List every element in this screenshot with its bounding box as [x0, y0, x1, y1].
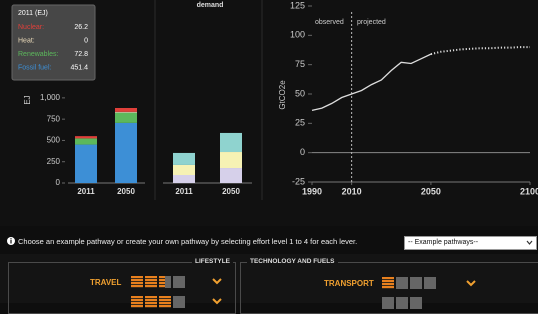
- tooltip-title: 2011 (EJ): [18, 10, 48, 17]
- y-tick-label: 50: [295, 88, 305, 98]
- tooltip-value: 72.8: [74, 51, 88, 58]
- bar-segment: [220, 152, 242, 169]
- annotation: projected: [357, 19, 386, 26]
- x-tick-label: 2010: [342, 186, 362, 196]
- tooltip: 2011 (EJ) Nuclear: 26.2 Heat: 0 Renewables: 7…: [11, 4, 96, 81]
- group-title: TECHNOLOGY AND FUELS: [247, 258, 338, 265]
- y-tick-label: 75: [295, 59, 305, 69]
- emission-line: [430, 46, 530, 56]
- level-button[interactable]: [410, 297, 422, 309]
- chart-title: demand: [197, 2, 224, 9]
- bar-segment: [115, 108, 137, 112]
- bar-segment: [220, 168, 242, 183]
- y-tick-label: 125: [290, 0, 305, 10]
- y-tick-label: 1,000: [40, 93, 61, 102]
- bar-segment: [75, 138, 97, 145]
- select-text: -- Example pathways--: [408, 239, 479, 246]
- level-button[interactable]: [382, 297, 394, 309]
- bar-segment: [173, 174, 195, 183]
- level-button[interactable]: [145, 296, 157, 308]
- bar-segment: [115, 111, 137, 113]
- lever-group: LIFESTYLE: [8, 258, 236, 314]
- level-button[interactable]: [173, 296, 185, 308]
- level-button[interactable]: [145, 276, 157, 288]
- level-button[interactable]: [424, 277, 436, 289]
- tooltip-label: Renewables:: [18, 51, 59, 58]
- select-arrow: [526, 240, 533, 245]
- y-tick-label: 0: [56, 178, 61, 187]
- level-button[interactable]: [382, 277, 394, 289]
- emission-line: [311, 53, 432, 112]
- expand-chevron[interactable]: [212, 277, 222, 285]
- level-button[interactable]: [131, 296, 143, 308]
- tooltip-value: 0: [84, 37, 88, 44]
- tooltip-label: Nuclear:: [18, 24, 44, 31]
- y-tick-label: 25: [295, 118, 305, 128]
- y-tick-label: 750: [47, 114, 61, 123]
- expand-chevron[interactable]: [212, 297, 222, 305]
- level-button[interactable]: [173, 276, 185, 288]
- level-button[interactable]: [159, 276, 171, 288]
- group-title: LIFESTYLE: [191, 258, 233, 265]
- expand-chevron[interactable]: [466, 279, 476, 287]
- bar-segment: [75, 144, 97, 183]
- charts: EJ demand GtCO2e observed projected 2011…: [11, 0, 538, 200]
- x-tick-label: 2050: [117, 187, 135, 196]
- level-button[interactable]: [396, 277, 408, 289]
- y-tick-label: 500: [47, 136, 61, 145]
- y-axis-unit: EJ: [23, 95, 32, 104]
- lever-name: TRANSPORT: [324, 279, 374, 288]
- annotation: observed: [315, 19, 344, 26]
- page: EJ demand GtCO2e observed projected 2011…: [7, 0, 538, 314]
- tooltip-box: [11, 4, 96, 81]
- y-tick-label: 250: [47, 157, 61, 166]
- level-button[interactable]: [159, 296, 171, 308]
- bar-segment: [173, 152, 195, 165]
- tooltip-label: Heat:: [18, 37, 35, 44]
- y-tick-label: 0: [300, 147, 305, 157]
- bar-segment: [115, 112, 137, 123]
- tooltip-value: 26.2: [74, 24, 88, 31]
- x-tick-label: 2100: [520, 186, 538, 196]
- tooltip-label: Fossil fuel:: [18, 64, 52, 71]
- pathway-select[interactable]: -- Example pathways--: [404, 236, 537, 250]
- y-axis-label: GtCO2e: [278, 80, 287, 110]
- x-tick-label: 2011: [77, 187, 95, 196]
- tooltip-value: 451.4: [70, 64, 88, 71]
- level-button[interactable]: [410, 277, 422, 289]
- y-tick-label: -25: [292, 176, 305, 186]
- level-button[interactable]: [396, 297, 408, 309]
- info-icon: [7, 237, 15, 245]
- x-tick-label: 2011: [175, 187, 193, 196]
- bar-segment: [75, 136, 97, 139]
- bar-segment: [220, 132, 242, 153]
- bar-segment: [173, 164, 195, 175]
- bar-segment: [115, 122, 137, 183]
- level-button[interactable]: [131, 276, 143, 288]
- lever-name: TRAVEL: [90, 278, 122, 287]
- instruction: Choose an example pathway or create your…: [18, 237, 358, 246]
- x-tick-label: 2050: [222, 187, 240, 196]
- y-tick-label: 100: [290, 30, 305, 40]
- x-tick-label: 2050: [421, 186, 441, 196]
- x-tick-label: 1990: [302, 186, 322, 196]
